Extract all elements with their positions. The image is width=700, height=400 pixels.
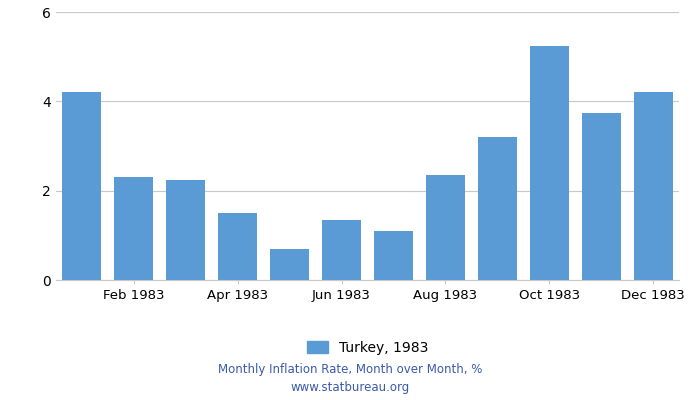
Bar	[426, 175, 465, 280]
Bar	[374, 231, 413, 280]
Bar	[478, 137, 517, 280]
Bar	[322, 220, 361, 280]
Legend: Turkey, 1983: Turkey, 1983	[301, 335, 434, 360]
Bar	[62, 92, 102, 280]
Text: Monthly Inflation Rate, Month over Month, %: Monthly Inflation Rate, Month over Month…	[218, 364, 482, 376]
Bar	[270, 249, 309, 280]
Bar	[634, 92, 673, 280]
Bar	[218, 213, 257, 280]
Bar	[530, 46, 568, 280]
Bar	[114, 177, 153, 280]
Bar	[582, 112, 621, 280]
Text: www.statbureau.org: www.statbureau.org	[290, 382, 410, 394]
Bar	[167, 180, 205, 280]
